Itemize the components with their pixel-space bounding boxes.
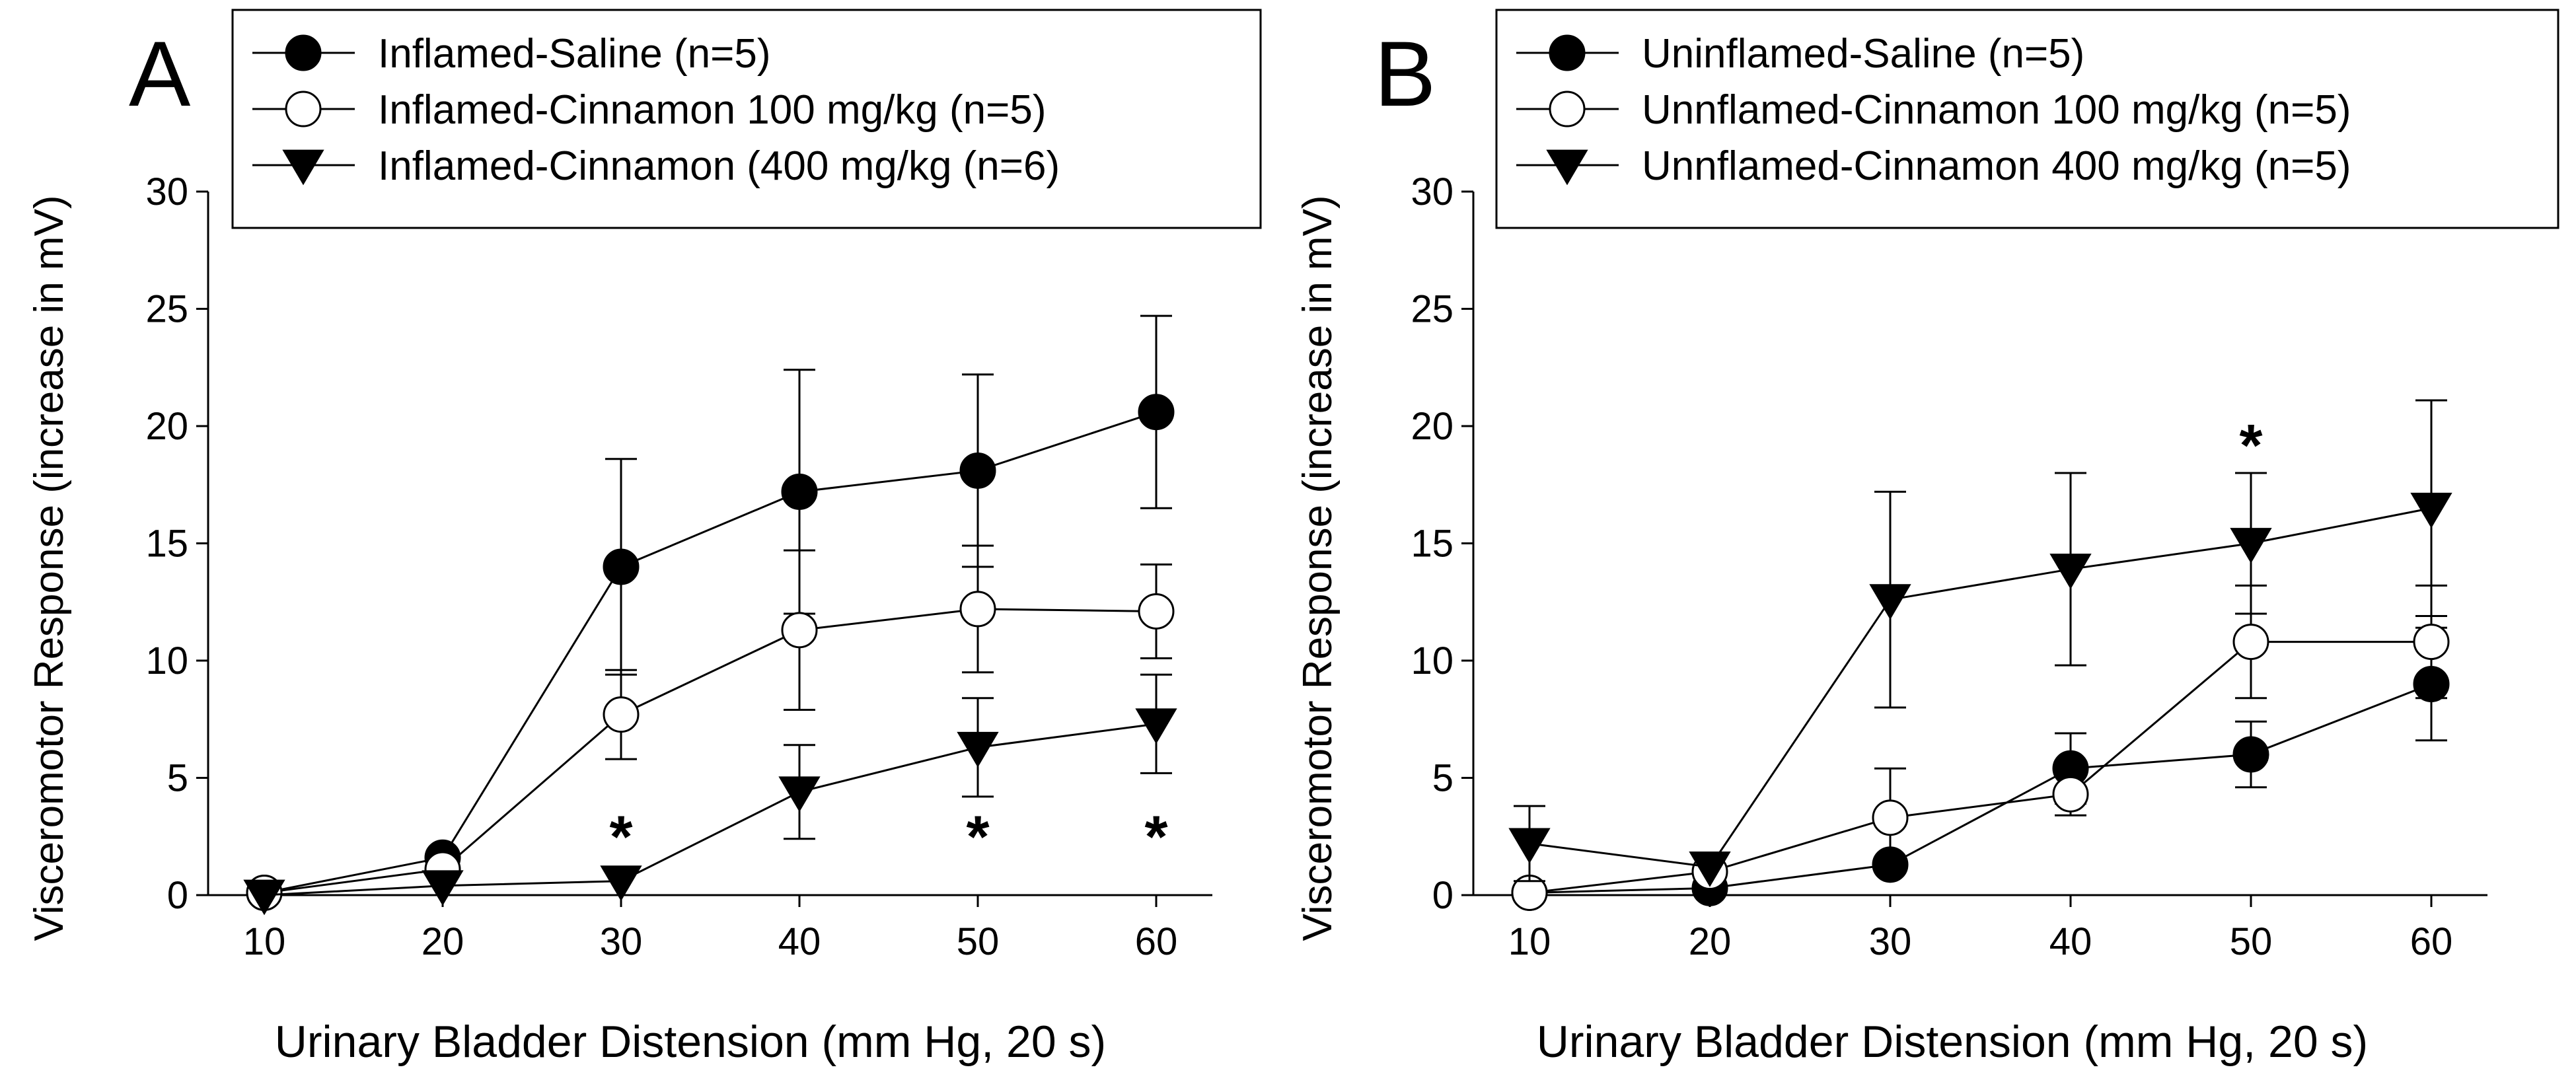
panel-b-x-tick-label: 60: [2410, 920, 2453, 963]
panel-a-y-axis-label: Visceromotor Response (increase in mV): [26, 195, 72, 941]
panel-a-x-tick-label: 30: [600, 920, 643, 963]
panel-b-legend-box: [1495, 9, 2559, 229]
panel-a-y-tick-label: 25: [145, 288, 188, 331]
panel-b-x-tick-label: 20: [1689, 920, 1732, 963]
data-point: [778, 776, 821, 813]
panel-a-y-tick-label: 20: [145, 405, 188, 448]
panel-b-legend-label: Unnflamed-Cinnamon 400 mg/kg (n=5): [1642, 143, 2351, 189]
data-point: [1508, 828, 1551, 864]
panel-a-significance-asterisk: *: [966, 805, 989, 871]
data-point: [2232, 624, 2269, 661]
panel-a-y-tick-label: 15: [145, 523, 188, 565]
panel-a: A Visceromotor Response (increase in mV)…: [26, 9, 1262, 1067]
panel-b-legend: Uninflamed-Saline (n=5) Unnflamed-Cinnamo…: [1495, 9, 2559, 229]
data-point: [2052, 776, 2089, 813]
panel-a-legend-marker: [285, 34, 322, 71]
panel-b-x-tick-label: 30: [1869, 920, 1912, 963]
data-point: [1138, 593, 1175, 630]
data-point: [959, 452, 996, 489]
panel-a-legend-label: Inflamed-Cinnamon (400 mg/kg (n=6): [378, 143, 1060, 189]
panel-b-x-tick-label: 50: [2230, 920, 2273, 963]
data-point: [2413, 624, 2450, 661]
data-point: [1138, 394, 1175, 431]
panel-b-legend-label: Uninflamed-Saline (n=5): [1642, 31, 2084, 77]
panel-b-series-2: [1511, 584, 2450, 911]
panel-a-legend-label: Inflamed-Saline (n=5): [378, 31, 770, 77]
panel-b-x-tick-label: 40: [2049, 920, 2092, 963]
panel-b-series-1: [1511, 626, 2450, 911]
data-point: [2410, 492, 2452, 528]
panel-a-legend: Inflamed-Saline (n=5) Inflamed-Cinnamon 1…: [231, 9, 1262, 229]
series-line: [1529, 641, 2431, 894]
data-point: [781, 612, 818, 649]
panel-a-y-tick-label: 5: [167, 757, 188, 800]
panel-b-plot-area: 0 5 10 15 20 25 30 10 20 30 40 50 60 *: [1411, 170, 2487, 963]
data-point: [243, 879, 285, 916]
panel-b-y-tick-label: 30: [1411, 170, 1454, 213]
data-point: [2230, 528, 2272, 563]
panel-a-legend-box: [231, 9, 1262, 229]
panel-a-y-tick-label: 0: [167, 874, 188, 917]
panel-b-legend-marker: [1549, 34, 1586, 71]
panel-a-x-tick-label: 10: [243, 920, 286, 963]
panel-a-x-axis-label: Urinary Bladder Distension (mm Hg, 20 s): [275, 1017, 1106, 1067]
data-point: [781, 473, 818, 510]
panel-b-y-axis-label: Visceromotor Response (increase in mV): [1295, 195, 1341, 941]
data-point: [600, 865, 642, 902]
panel-b-x-tick-label: 10: [1508, 920, 1551, 963]
data-point: [957, 731, 999, 768]
panel-a-x-tick-label: 20: [422, 920, 464, 963]
data-point: [1872, 799, 1909, 836]
panel-a-legend-marker: [285, 91, 322, 127]
panel-a-legend-label: Inflamed-Cinnamon 100 mg/kg (n=5): [378, 87, 1046, 133]
data-point: [2232, 736, 2269, 773]
panel-a-series-2: [246, 544, 1175, 911]
panel-a-significance-asterisk: *: [1144, 805, 1167, 871]
panel-b-significance-asterisk: *: [2239, 413, 2262, 479]
series-line: [1529, 507, 2432, 869]
data-point: [1689, 851, 1731, 887]
panel-b-label: B: [1374, 22, 1436, 126]
panel-a-y-tick-label: 10: [145, 639, 188, 682]
panel-a-x-tick-label: 50: [957, 920, 1000, 963]
panel-b-x-axis-label: Urinary Bladder Distension (mm Hg, 20 s): [1537, 1017, 2368, 1067]
panel-b-series-3: [1508, 399, 2452, 887]
panel-b: B Visceromotor Response (increase in mV)…: [1295, 9, 2559, 1067]
panel-b-y-tick-label: 0: [1432, 874, 1454, 917]
panel-b-legend-marker: [1546, 149, 1588, 186]
series-line: [1529, 683, 2432, 894]
data-point: [422, 870, 464, 906]
panel-b-y-tick-label: 25: [1411, 288, 1454, 331]
panel-a-label: A: [129, 22, 191, 126]
panel-a-legend-marker: [282, 149, 324, 186]
data-point: [1135, 708, 1177, 745]
data-point: [603, 696, 640, 733]
panel-b-y-tick-label: 20: [1411, 405, 1454, 448]
panel-b-y-tick-label: 15: [1411, 523, 1454, 565]
series-line: [264, 608, 1157, 894]
panel-b-y-tick-label: 10: [1411, 639, 1454, 682]
data-point: [2049, 554, 2092, 589]
panel-b-legend-marker: [1549, 91, 1586, 127]
panel-a-series-3: [243, 673, 1177, 916]
data-point: [1869, 584, 1911, 620]
panel-a-x-tick-label: 60: [1135, 920, 1178, 963]
panel-a-x-tick-label: 40: [778, 920, 821, 963]
panel-b-y-tick-label: 5: [1432, 757, 1454, 800]
panel-a-y-tick-label: 30: [145, 170, 188, 213]
data-point: [603, 548, 640, 585]
panel-a-series-1: [246, 314, 1175, 911]
data-point: [959, 591, 996, 628]
series-line: [264, 411, 1157, 894]
series-line: [264, 723, 1157, 896]
panel-a-significance-asterisk: *: [609, 805, 632, 871]
panel-a-plot-area: 0 5 10 15 20 25 30 10 20 30 40 50 60 * * *: [145, 170, 1212, 963]
panel-b-legend-label: Unnflamed-Cinnamon 100 mg/kg (n=5): [1642, 87, 2351, 133]
